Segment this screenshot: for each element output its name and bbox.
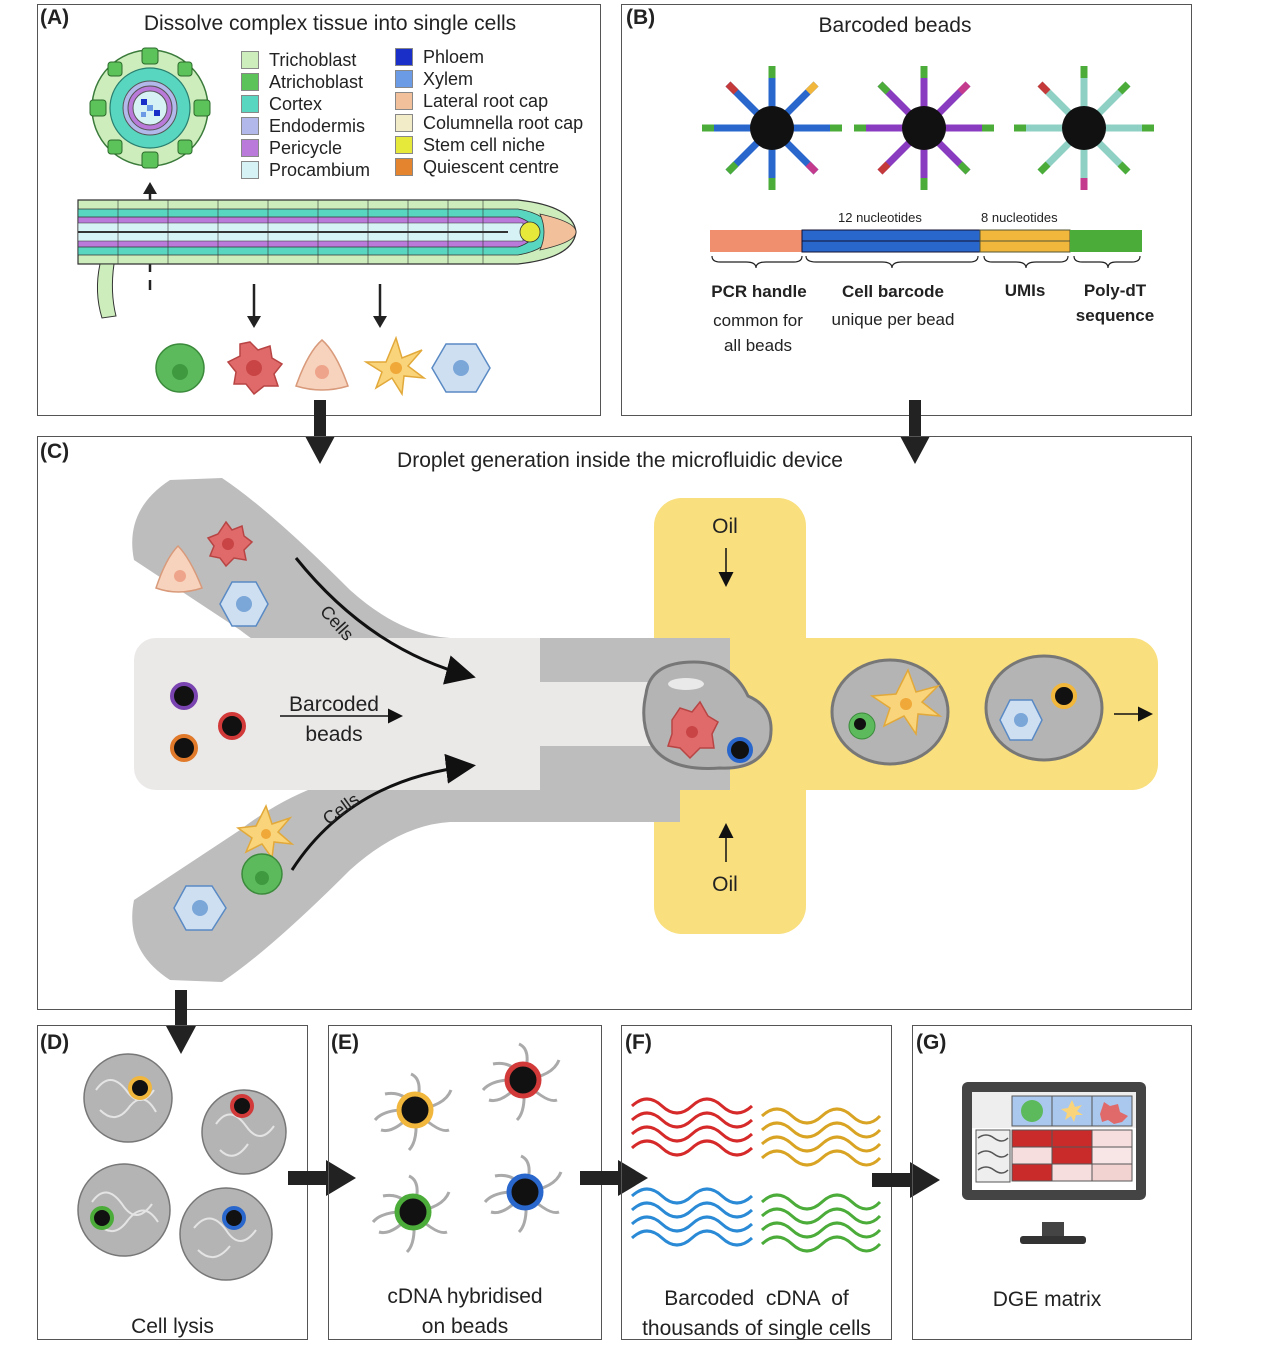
arrow-d-to-e: [288, 1160, 356, 1196]
nucleotides-8-label: 8 nucleotides: [981, 210, 1058, 225]
arrow-a-to-c: [305, 400, 335, 464]
panel-a-label: (A): [40, 6, 70, 29]
oil-bottom-label: Oil: [712, 873, 738, 896]
legend-left-item: Cortex: [241, 93, 322, 115]
legend-label: Lateral root cap: [423, 90, 549, 111]
legend-swatch: [241, 139, 259, 157]
panel-b: [621, 4, 1192, 416]
arrow-e-to-f: [580, 1160, 648, 1196]
legend-swatch: [395, 92, 413, 110]
umis-label: UMIs: [1004, 281, 1046, 300]
panel-c-label: (C): [40, 440, 70, 463]
legend-swatch: [395, 136, 413, 154]
legend-label: Quiescent centre: [423, 156, 560, 177]
legend-label: Trichoblast: [269, 49, 357, 70]
poly-dt-label-1: Poly-dT: [1083, 281, 1147, 300]
legend-left-item: Pericycle: [241, 137, 342, 159]
legend-left-item: Endodermis: [241, 115, 365, 137]
legend-right-item: Xylem: [395, 68, 473, 90]
panel-d-label: (D): [40, 1031, 70, 1054]
legend-label: Xylem: [423, 68, 474, 89]
legend-swatch: [395, 158, 413, 176]
beads-label-2: beads: [305, 723, 363, 746]
bead-oligo-bar: [710, 229, 1142, 269]
panel-d-caption: Cell lysis: [131, 1315, 214, 1338]
panel-b-title: Barcoded beads: [818, 14, 972, 37]
legend-label: Endodermis: [269, 115, 366, 136]
legend-right-item: Lateral root cap: [395, 90, 548, 112]
legend-label: Pericycle: [269, 137, 343, 158]
pcr-handle-desc-1: common for: [713, 311, 803, 330]
legend-swatch: [395, 70, 413, 88]
legend-swatch: [241, 51, 259, 69]
panel-c-title: Droplet generation inside the microfluid…: [397, 449, 843, 472]
panel-e-caption-1: cDNA hybridised: [387, 1285, 543, 1308]
panel-g: [912, 1025, 1192, 1340]
panel-f-caption-1: Barcoded cDNA of: [664, 1287, 849, 1310]
legend-label: Procambium: [269, 159, 371, 180]
legend-label: Stem cell niche: [423, 134, 546, 155]
cell-barcode-label: Cell barcode: [841, 282, 945, 301]
legend-swatch: [395, 114, 413, 132]
legend-swatch: [241, 161, 259, 179]
barcoded-bead-3: [1014, 66, 1154, 190]
panel-f-label: (F): [625, 1031, 652, 1054]
legend-swatch: [241, 73, 259, 91]
legend-label: Phloem: [423, 46, 485, 67]
legend-right-item: Stem cell niche: [395, 134, 545, 156]
legend-right-item: Columnella root cap: [395, 112, 583, 134]
arrow-b-to-c: [900, 400, 930, 464]
legend-label: Columnella root cap: [423, 112, 584, 133]
down-arrow-a2: [373, 284, 387, 328]
legend-left-item: Procambium: [241, 159, 370, 181]
arrow-f-to-g: [872, 1162, 940, 1198]
panel-e-caption-2: on beads: [421, 1315, 509, 1338]
microfluidic-device: [132, 478, 1158, 982]
down-arrow-a1: [247, 284, 261, 328]
panel-g-label: (G): [916, 1031, 947, 1054]
lysed-cells: [77, 1053, 287, 1281]
beads-label-1: Barcoded: [289, 693, 379, 716]
single-cells-row: [155, 335, 491, 397]
panel-f-caption-2: thousands of single cells: [642, 1317, 871, 1340]
legend-label: Cortex: [269, 93, 323, 114]
pcr-handle-desc-2: all beads: [723, 336, 793, 355]
panel-b-label: (B): [626, 6, 656, 29]
poly-dt-label-2: sequence: [1075, 306, 1155, 325]
arrow-c-to-d: [166, 990, 196, 1054]
legend-left-item: Trichoblast: [241, 49, 356, 71]
legend-right-item: Phloem: [395, 46, 484, 68]
cell-barcode-desc: unique per bead: [831, 310, 955, 329]
legend-right-item: Quiescent centre: [395, 156, 559, 178]
legend-label: Atrichoblast: [269, 71, 364, 92]
root-cross-section: [89, 47, 211, 169]
legend-swatch: [395, 48, 413, 66]
barcoded-bead-2: [854, 66, 994, 190]
legend-swatch: [241, 117, 259, 135]
panel-a-title: Dissolve complex tissue into single cell…: [143, 12, 517, 35]
barcoded-cdna-waves: [630, 1097, 882, 1253]
root-longitudinal: [77, 199, 577, 319]
legend-left-item: Atrichoblast: [241, 71, 363, 93]
cdna-beads: [371, 1042, 563, 1254]
oil-top-label: Oil: [712, 515, 738, 538]
panel-g-caption: DGE matrix: [992, 1288, 1102, 1311]
panel-e-label: (E): [331, 1031, 359, 1054]
nucleotides-12-label: 12 nucleotides: [838, 210, 922, 225]
panel-c: [37, 436, 1192, 1010]
barcoded-bead-1: [702, 66, 842, 190]
monitor-dge-matrix: [962, 1082, 1146, 1244]
legend-swatch: [241, 95, 259, 113]
pcr-handle-label: PCR handle: [711, 282, 807, 301]
